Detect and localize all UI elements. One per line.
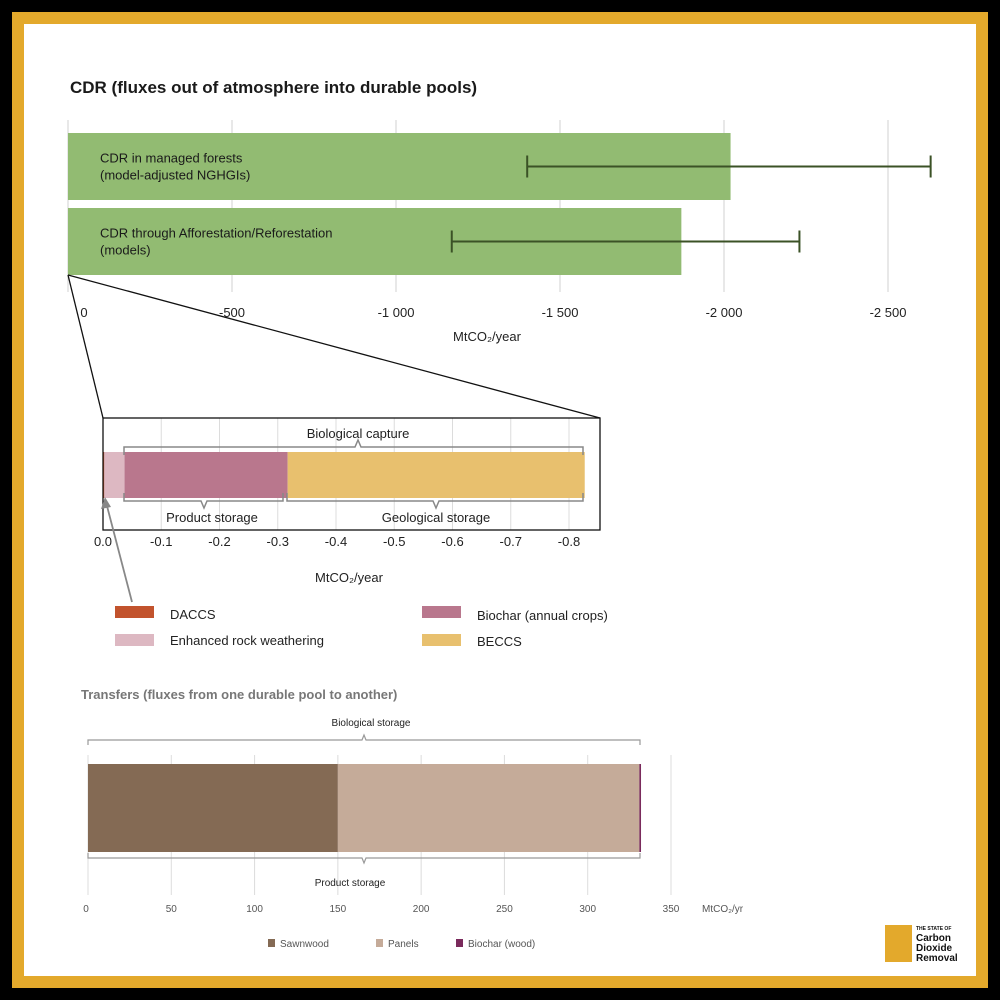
legend-item-erw: Enhanced rock weathering — [115, 633, 324, 648]
transfers-chart-title: Transfers (fluxes from one durable pool … — [81, 687, 397, 702]
cdr-tick-label: -2 500 — [870, 305, 907, 320]
novel-cdr-tick-label: -0.5 — [383, 534, 405, 549]
legend-swatch-panels — [376, 939, 383, 947]
zoom-connector — [67, 274, 601, 419]
novel-cdr-bar-beccs — [287, 452, 585, 498]
transfers-tick-label: 350 — [663, 904, 680, 915]
cdr-chart: CDR (fluxes out of atmosphere into durab… — [67, 78, 932, 344]
novel-cdr-legend: DACCS Enhanced rock weathering Biochar (… — [115, 606, 608, 649]
logo-line-carbon: Carbon — [916, 933, 951, 944]
product-storage-brace — [123, 493, 284, 510]
legend-label-daccs: DACCS — [170, 607, 216, 622]
transfers-bar-biochar-wood — [639, 764, 642, 852]
novel-cdr-tick-label: -0.6 — [441, 534, 463, 549]
transfers-bar-panels — [337, 764, 640, 852]
legend-item-daccs: DACCS — [115, 606, 216, 622]
novel-cdr-tick-label: -0.2 — [208, 534, 230, 549]
cdr-tick-label: -1 000 — [378, 305, 415, 320]
cdr-chart-xlabel: MtCO₂/year — [453, 329, 522, 344]
biological-storage-label: Biological storage — [332, 718, 411, 729]
novel-cdr-tick-label: 0.0 — [94, 534, 112, 549]
transfers-chart: Transfers (fluxes from one durable pool … — [81, 687, 744, 950]
transfers-tick-label: 100 — [246, 904, 263, 915]
legend-item-sawnwood: Sawnwood — [268, 939, 329, 950]
novel-cdr-tick-label: -0.4 — [325, 534, 347, 549]
novel-cdr-chart: Biological capture Product storage Geolo… — [94, 417, 608, 649]
logo-line-removal: Removal — [916, 953, 958, 964]
legend-label-panels: Panels — [388, 939, 419, 950]
legend-label-beccs: BECCS — [477, 634, 522, 649]
transfers-xlabel: MtCO₂/yr — [702, 904, 744, 915]
transfers-legend: Sawnwood Panels Biochar (wood) — [268, 939, 535, 950]
cdr-tick-label: -2 000 — [706, 305, 743, 320]
novel-cdr-bar-daccs — [103, 452, 105, 498]
geological-storage-brace — [286, 493, 584, 510]
logo-mark — [885, 925, 912, 962]
product-storage-label: Product storage — [166, 510, 258, 525]
cdr-bar-sublabel-2: (models) — [100, 243, 151, 258]
product-storage-label-transfers: Product storage — [315, 878, 386, 889]
legend-swatch-biochar-annual — [422, 606, 461, 618]
cdr-bar-label-1: CDR in managed forests — [100, 151, 243, 166]
cdr-chart-title: CDR (fluxes out of atmosphere into durab… — [70, 78, 477, 97]
legend-swatch-biochar-wood — [456, 939, 463, 947]
legend-label-biochar-annual: Biochar (annual crops) — [477, 608, 608, 623]
cdr-tick-label: 0 — [80, 305, 87, 320]
legend-item-biochar-wood: Biochar (wood) — [456, 939, 535, 950]
legend-label-biochar-wood: Biochar (wood) — [468, 939, 535, 950]
zoom-line-right — [67, 274, 601, 419]
legend-label-sawnwood: Sawnwood — [280, 939, 329, 950]
novel-cdr-tick-label: -0.7 — [500, 534, 522, 549]
product-storage-brace-transfers — [87, 853, 641, 865]
novel-cdr-tick-label: -0.8 — [558, 534, 580, 549]
transfers-tick-label: 250 — [496, 904, 513, 915]
biological-storage-brace — [87, 733, 641, 745]
legend-item-biochar-annual: Biochar (annual crops) — [422, 606, 608, 623]
novel-cdr-bar-biochar-annual-crops — [124, 452, 288, 498]
transfers-bar-sawnwood — [88, 764, 338, 852]
transfers-tick-label: 200 — [413, 904, 430, 915]
novel-cdr-xlabel: MtCO₂/year — [315, 570, 384, 585]
cdr-tick-label: -500 — [219, 305, 245, 320]
novel-cdr-bar-enhanced-rock-weathering — [104, 452, 125, 498]
daccs-pointer-arrow — [106, 505, 133, 603]
arrow-head — [101, 497, 111, 509]
cdr-tick-label: -1 500 — [542, 305, 579, 320]
geological-storage-label: Geological storage — [382, 510, 490, 525]
logo-line-dioxide: Dioxide — [916, 943, 953, 954]
transfers-tick-label: 150 — [330, 904, 347, 915]
legend-item-beccs: BECCS — [422, 634, 522, 649]
biological-capture-label: Biological capture — [307, 426, 410, 441]
legend-swatch-daccs — [115, 606, 154, 618]
novel-cdr-tick-label: -0.3 — [267, 534, 289, 549]
transfers-tick-label: 300 — [579, 904, 596, 915]
biological-capture-brace — [123, 438, 584, 455]
legend-item-panels: Panels — [376, 939, 419, 950]
state-of-cdr-logo: THE STATE OF Carbon Dioxide Removal — [885, 925, 958, 964]
zoom-box — [102, 417, 601, 531]
legend-swatch-erw — [115, 634, 154, 646]
zoom-line-left — [67, 274, 104, 419]
logo-top-line: THE STATE OF — [916, 926, 951, 932]
legend-swatch-sawnwood — [268, 939, 275, 947]
cdr-bar-sublabel-1: (model-adjusted NGHGIs) — [100, 168, 250, 183]
transfers-tick-label: 0 — [83, 904, 89, 915]
transfers-tick-label: 50 — [166, 904, 178, 915]
cdr-bar-label-2: CDR through Afforestation/Reforestation — [100, 226, 332, 241]
novel-cdr-tick-label: -0.1 — [150, 534, 172, 549]
legend-swatch-beccs — [422, 634, 461, 646]
legend-label-erw: Enhanced rock weathering — [170, 633, 324, 648]
